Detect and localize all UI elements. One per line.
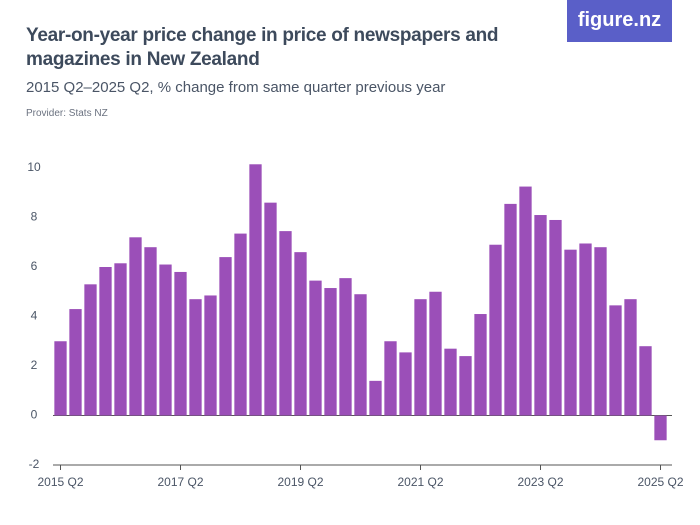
bar — [309, 280, 322, 416]
bar — [354, 294, 367, 416]
bar — [69, 309, 82, 416]
bar — [534, 215, 547, 416]
bar — [279, 231, 292, 416]
bar — [474, 314, 487, 416]
x-tick-label: 2017 Q2 — [157, 475, 203, 489]
x-tick-label: 2019 Q2 — [277, 475, 323, 489]
bar — [324, 288, 337, 416]
bar — [624, 299, 637, 416]
bar — [234, 233, 247, 416]
bar — [414, 299, 427, 416]
bar — [519, 186, 532, 416]
x-tick-label: 2015 Q2 — [37, 475, 83, 489]
bar — [174, 271, 187, 416]
bar — [654, 415, 667, 441]
bar — [579, 243, 592, 416]
bar — [399, 352, 412, 416]
bar — [189, 299, 202, 416]
provider: Provider: Stats NZ — [26, 108, 108, 119]
bar — [384, 341, 397, 416]
chart-title: Year-on-year price change in price of ne… — [26, 25, 499, 70]
bar — [84, 284, 97, 416]
bar — [564, 249, 577, 416]
bar — [219, 257, 232, 416]
bar — [249, 164, 262, 416]
y-tick-label: 8 — [31, 210, 38, 224]
x-tick-label: 2021 Q2 — [397, 475, 443, 489]
bar — [504, 203, 517, 416]
y-tick-label: 4 — [31, 309, 38, 323]
y-tick-label: -2 — [29, 457, 40, 471]
chart-subtitle: 2015 Q2–2025 Q2, % change from same quar… — [26, 79, 446, 96]
bar — [549, 219, 562, 416]
x-tick-label: 2025 Q2 — [637, 475, 683, 489]
brand-logo[interactable]: figure.nz — [567, 0, 672, 42]
bar — [204, 295, 217, 416]
bar — [54, 341, 67, 416]
bar — [489, 244, 502, 416]
bar — [459, 356, 472, 416]
bar — [114, 263, 127, 416]
y-tick-label: 2 — [31, 358, 38, 372]
bar — [429, 291, 442, 416]
bar — [639, 346, 652, 416]
bar — [339, 278, 352, 416]
bar — [609, 305, 622, 416]
y-tick-label: 10 — [27, 160, 41, 174]
x-tick-label: 2023 Q2 — [517, 475, 563, 489]
bar — [264, 202, 277, 416]
y-tick-label: 6 — [31, 259, 38, 273]
bar — [369, 380, 382, 416]
bar — [594, 247, 607, 416]
bar — [144, 247, 157, 416]
y-tick-label: 0 — [31, 408, 38, 422]
bar — [159, 264, 172, 416]
bar — [99, 267, 112, 416]
bar — [294, 252, 307, 416]
bar — [444, 348, 457, 416]
bar — [129, 237, 142, 416]
